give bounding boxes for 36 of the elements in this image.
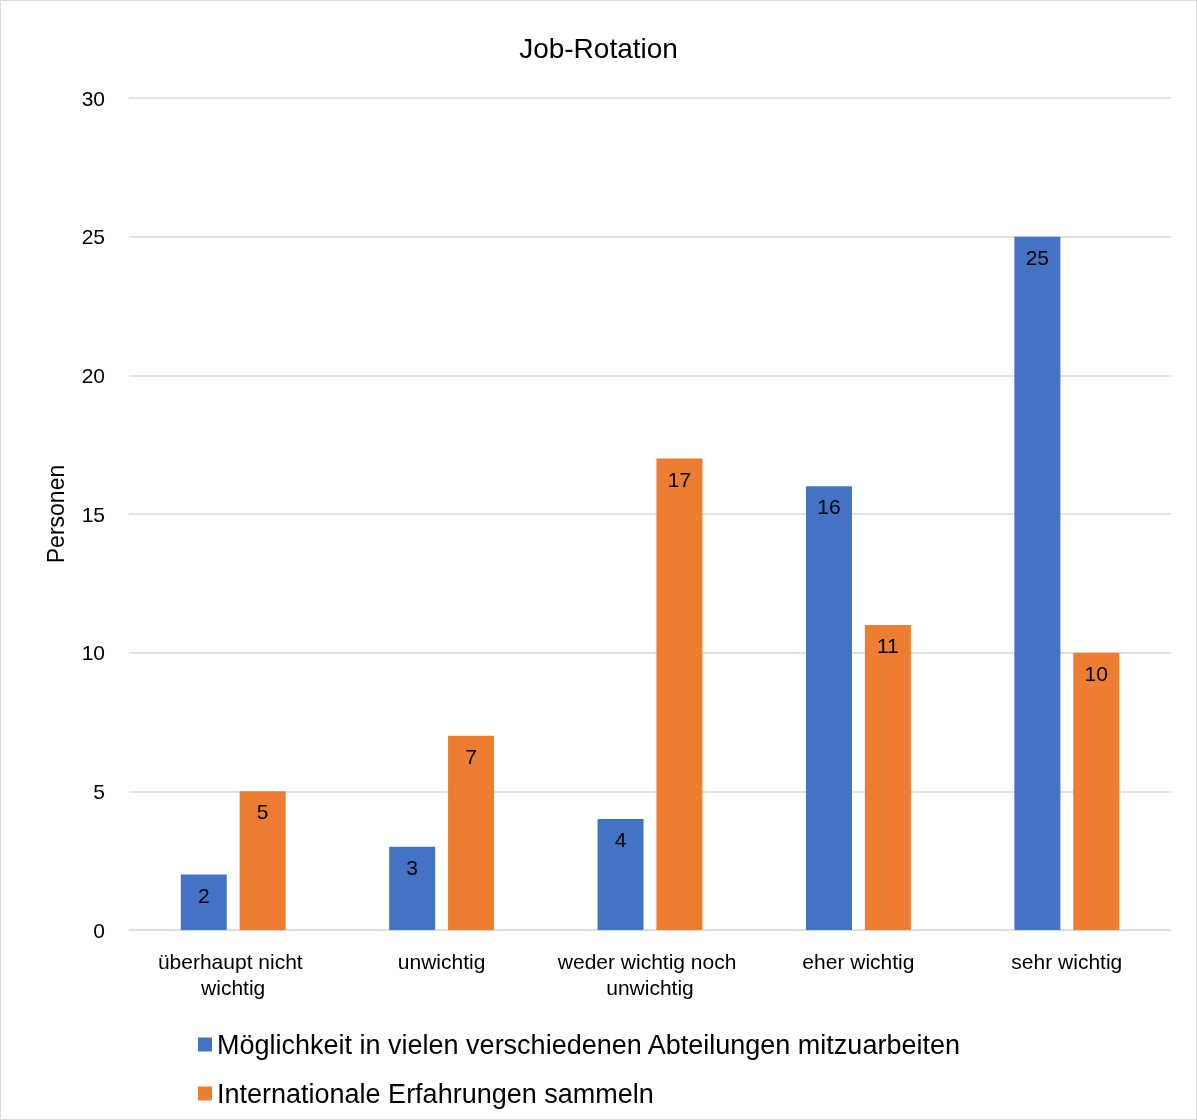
data-label: 4 [614, 828, 627, 852]
y-tick-label: 20 [81, 363, 105, 387]
y-tick-label: 0 [93, 918, 105, 942]
bar [1014, 236, 1061, 930]
x-tick-label: unwichtig [397, 949, 486, 973]
bar [864, 624, 911, 930]
data-label: 16 [817, 495, 841, 519]
data-label: 10 [1084, 661, 1108, 685]
bar [180, 874, 227, 930]
data-label: 17 [667, 467, 692, 491]
bar [389, 846, 436, 930]
x-tick-label: sehr wichtig [1011, 949, 1123, 973]
x-tick-label: weder wichtig noch unwichtig [556, 949, 743, 999]
data-label: 2 [197, 883, 210, 907]
bar [597, 819, 644, 930]
y-tick-label: 15 [81, 502, 105, 526]
data-label: 11 [876, 633, 899, 657]
y-tick-label: 30 [81, 86, 105, 110]
data-label: 5 [256, 800, 269, 824]
bar [656, 458, 703, 930]
data-label: 7 [465, 744, 477, 768]
legend-label: Internationale Erfahrungen sammeln [217, 1078, 654, 1109]
y-tick-label: 25 [81, 225, 105, 249]
x-tick-label: überhaupt nicht wichtig [157, 949, 309, 999]
y-axis-title: Personen [42, 464, 69, 564]
y-tick-label: 10 [81, 641, 105, 665]
bar [239, 791, 286, 930]
y-tick-label: 5 [93, 779, 105, 803]
chart-title: Job-Rotation [519, 32, 678, 64]
x-tick-label: eher wichtig [802, 949, 915, 973]
bar [1073, 652, 1120, 930]
bar [805, 486, 852, 930]
data-label: 25 [1025, 245, 1050, 269]
data-label: 3 [406, 855, 418, 879]
bar [448, 735, 495, 930]
legend-label: Möglichkeit in vielen verschiedenen Abteilungen mitzuarbeiten [217, 1029, 960, 1060]
